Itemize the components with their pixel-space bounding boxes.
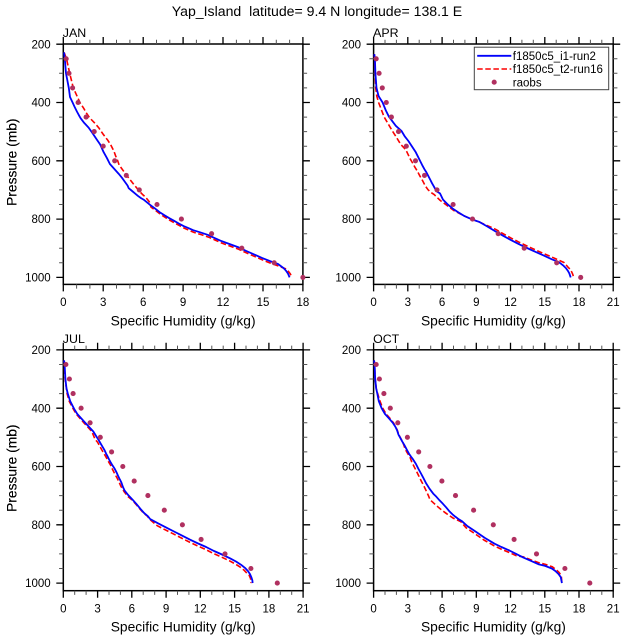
svg-text:15: 15: [538, 297, 551, 309]
svg-text:Yap_Island latitude= 9.4 N lo: Yap_Island latitude= 9.4 N longitude= 13…: [172, 3, 462, 19]
svg-text:21: 21: [297, 604, 310, 616]
svg-text:0: 0: [370, 604, 376, 616]
svg-text:Specific Humidity (g/kg): Specific Humidity (g/kg): [421, 313, 566, 328]
svg-text:400: 400: [342, 403, 361, 415]
svg-text:18: 18: [573, 604, 586, 616]
svg-text:OCT: OCT: [373, 332, 400, 346]
svg-text:15: 15: [538, 604, 551, 616]
svg-text:200: 200: [342, 39, 361, 51]
svg-text:JUL: JUL: [63, 332, 85, 346]
svg-text:3: 3: [405, 297, 411, 309]
svg-text:18: 18: [263, 604, 276, 616]
svg-text:raobs: raobs: [513, 77, 542, 89]
svg-text:3: 3: [405, 604, 411, 616]
svg-text:21: 21: [607, 297, 620, 309]
svg-text:APR: APR: [373, 26, 399, 40]
svg-text:400: 400: [32, 403, 51, 415]
svg-text:0: 0: [60, 297, 66, 309]
svg-text:3: 3: [100, 297, 106, 309]
svg-text:6: 6: [140, 297, 146, 309]
svg-text:600: 600: [32, 462, 51, 474]
svg-text:200: 200: [342, 345, 361, 357]
svg-text:Pressure (mb): Pressure (mb): [5, 424, 20, 511]
svg-text:200: 200: [32, 39, 51, 51]
svg-text:600: 600: [342, 156, 361, 168]
svg-text:1000: 1000: [335, 578, 361, 590]
svg-text:9: 9: [180, 297, 186, 309]
svg-text:800: 800: [32, 214, 51, 226]
svg-text:0: 0: [60, 604, 66, 616]
svg-text:12: 12: [504, 604, 517, 616]
svg-text:6: 6: [439, 297, 445, 309]
svg-text:21: 21: [607, 604, 620, 616]
svg-text:12: 12: [194, 604, 207, 616]
svg-text:400: 400: [342, 98, 361, 110]
svg-text:Specific Humidity (g/kg): Specific Humidity (g/kg): [111, 313, 256, 328]
svg-text:12: 12: [217, 297, 230, 309]
svg-text:1000: 1000: [335, 273, 361, 285]
svg-text:400: 400: [32, 98, 51, 110]
svg-text:9: 9: [473, 297, 479, 309]
svg-text:12: 12: [504, 297, 517, 309]
svg-text:200: 200: [32, 345, 51, 357]
svg-text:800: 800: [342, 520, 361, 532]
svg-text:1000: 1000: [25, 578, 51, 590]
svg-text:9: 9: [163, 604, 169, 616]
svg-text:15: 15: [228, 604, 241, 616]
svg-text:f1850c5_t2-run16: f1850c5_t2-run16: [513, 64, 603, 76]
svg-text:15: 15: [257, 297, 270, 309]
svg-text:Pressure (mb): Pressure (mb): [5, 118, 20, 205]
svg-text:600: 600: [342, 462, 361, 474]
svg-text:600: 600: [32, 156, 51, 168]
svg-text:800: 800: [32, 520, 51, 532]
svg-text:9: 9: [473, 604, 479, 616]
svg-text:Specific Humidity (g/kg): Specific Humidity (g/kg): [111, 620, 256, 635]
svg-text:JAN: JAN: [63, 26, 86, 40]
svg-text:18: 18: [297, 297, 310, 309]
svg-text:Specific Humidity (g/kg): Specific Humidity (g/kg): [421, 620, 566, 635]
svg-text:f1850c5_i1-run2: f1850c5_i1-run2: [513, 51, 596, 63]
svg-text:0: 0: [370, 297, 376, 309]
svg-text:1000: 1000: [25, 273, 51, 285]
svg-text:6: 6: [129, 604, 135, 616]
svg-text:800: 800: [342, 214, 361, 226]
svg-text:18: 18: [573, 297, 586, 309]
svg-text:Pressure (mb): Pressure (mb): [5, 424, 20, 511]
svg-text:6: 6: [439, 604, 445, 616]
svg-text:Pressure (mb): Pressure (mb): [5, 118, 20, 205]
svg-text:3: 3: [94, 604, 100, 616]
